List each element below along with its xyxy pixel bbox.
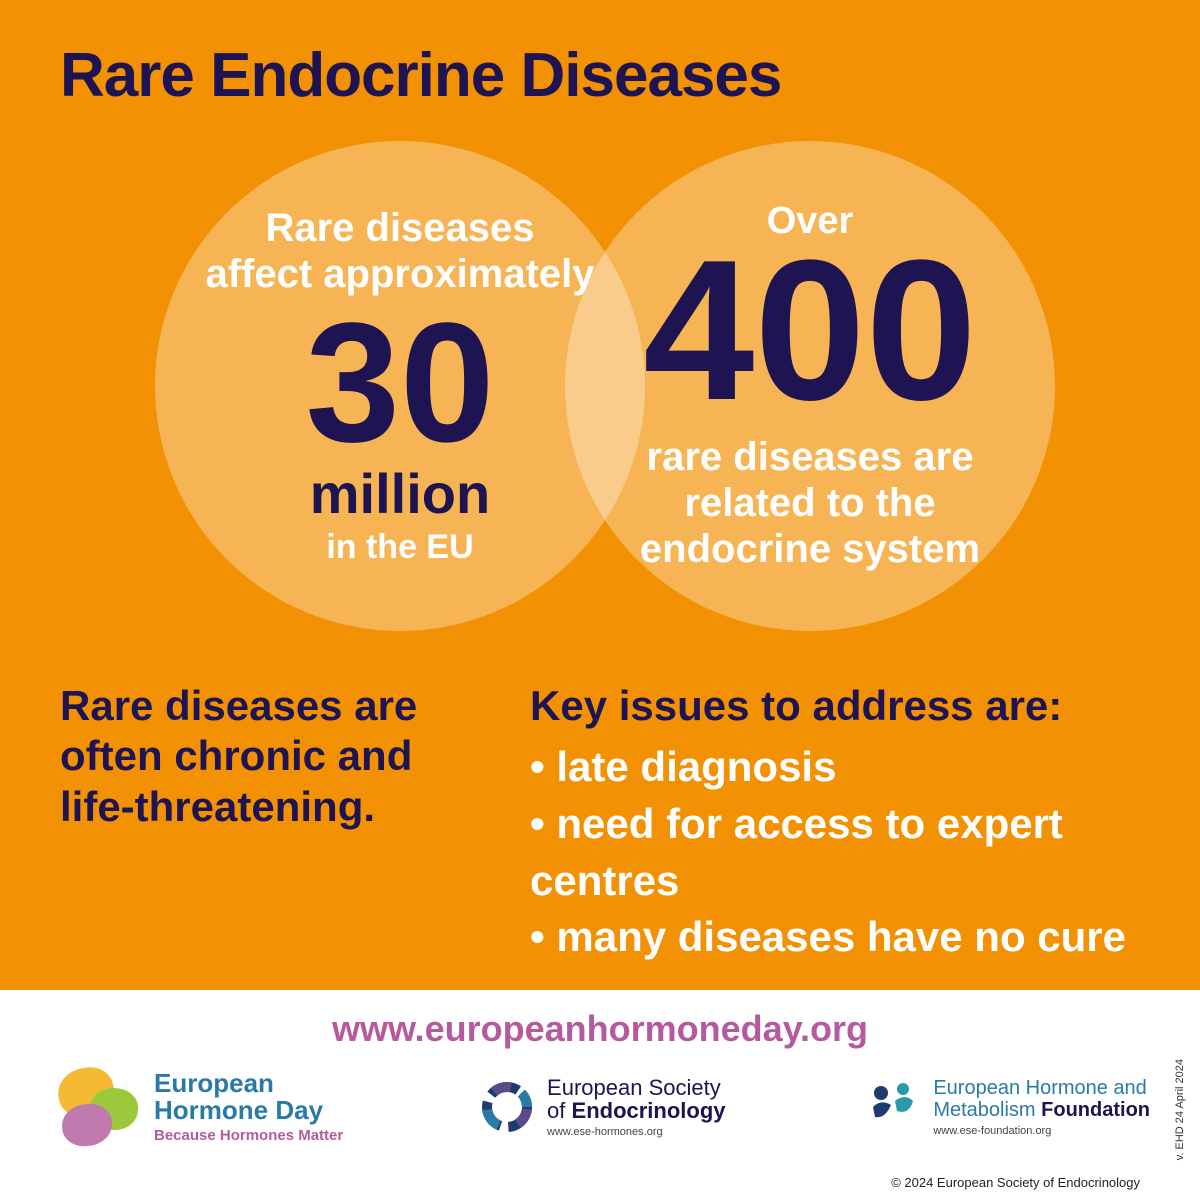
ehmf-line2: Metabolism Foundation [933, 1099, 1150, 1121]
ehd-text: European Hormone Day Because Hormones Ma… [154, 1070, 343, 1145]
bullet-1-text: late diagnosis [556, 743, 836, 790]
ese-line2-plain: of [547, 1098, 571, 1123]
ehmf-line1: European Hormone and [933, 1077, 1150, 1099]
circle-right-line4: endocrine system [640, 526, 980, 572]
venn-circles: Rare diseases affect approximately 30 mi… [60, 141, 1140, 641]
ese-url: www.ese-hormones.org [547, 1126, 725, 1138]
version-text: v. EHD 24 April 2024 [1174, 1059, 1186, 1160]
bl-l1: Rare diseases are [60, 681, 480, 731]
page-title: Rare Endocrine Diseases [60, 40, 1140, 111]
ese-line1: European Society [547, 1076, 725, 1099]
footer: www.europeanhormoneday.org European Horm… [0, 990, 1200, 1200]
circle-right-big-number: 400 [643, 236, 977, 426]
ese-ring-icon [479, 1079, 535, 1135]
ehd-line1a: European [154, 1070, 343, 1097]
logo-ehmf: European Hormone and Metabolism Foundati… [861, 1077, 1150, 1137]
ehd-line1b: Hormone Day [154, 1097, 343, 1124]
bullet-1: • late diagnosis [530, 739, 1140, 796]
footer-url: www.europeanhormoneday.org [40, 1008, 1160, 1050]
circle-left-line3: in the EU [326, 528, 473, 567]
circle-left-million: million [310, 461, 490, 526]
ehd-tagline: Because Hormones Matter [154, 1127, 343, 1144]
bullet-2: • need for access to expert centres [530, 796, 1140, 909]
bl-l3: life-threatening. [60, 782, 480, 832]
ehd-blobs-icon [50, 1068, 142, 1146]
logo-european-hormone-day: European Hormone Day Because Hormones Ma… [50, 1068, 343, 1146]
bullet-3: • many diseases have no cure [530, 909, 1140, 966]
issues-heading: Key issues to address are: [530, 681, 1140, 731]
circle-left-big-number: 30 [305, 303, 494, 465]
circle-left-line1: Rare diseases [265, 205, 534, 251]
bullet-2-text: need for access to expert centres [530, 800, 1063, 904]
ehmf-line2-bold: Foundation [1041, 1099, 1150, 1121]
ehmf-line2-plain: Metabolism [933, 1099, 1041, 1121]
copyright-text: © 2024 European Society of Endocrinology [891, 1175, 1140, 1190]
logos-row: European Hormone Day Because Hormones Ma… [40, 1068, 1160, 1146]
bottom-right-issues: Key issues to address are: • late diagno… [530, 681, 1140, 966]
bottom-left-statement: Rare diseases are often chronic and life… [60, 681, 480, 966]
bl-l2: often chronic and [60, 731, 480, 781]
ehmf-text: European Hormone and Metabolism Foundati… [933, 1077, 1150, 1137]
logo-ese: European Society of Endocrinology www.es… [479, 1076, 725, 1138]
ese-line2: of Endocrinology [547, 1099, 725, 1122]
ehmf-url: www.ese-foundation.org [933, 1125, 1150, 1137]
circle-400: Over 400 rare diseases are related to th… [565, 141, 1055, 631]
circle-right-line2: rare diseases are [647, 434, 974, 480]
ese-line2-bold: Endocrinology [572, 1098, 726, 1123]
bullet-3-text: many diseases have no cure [556, 913, 1126, 960]
ehmf-people-icon [861, 1079, 921, 1135]
circle-right-line3: related to the [684, 480, 935, 526]
ese-text: European Society of Endocrinology www.es… [547, 1076, 725, 1138]
main-panel: Rare Endocrine Diseases Rare diseases af… [0, 0, 1200, 990]
bottom-text-row: Rare diseases are often chronic and life… [60, 681, 1140, 966]
